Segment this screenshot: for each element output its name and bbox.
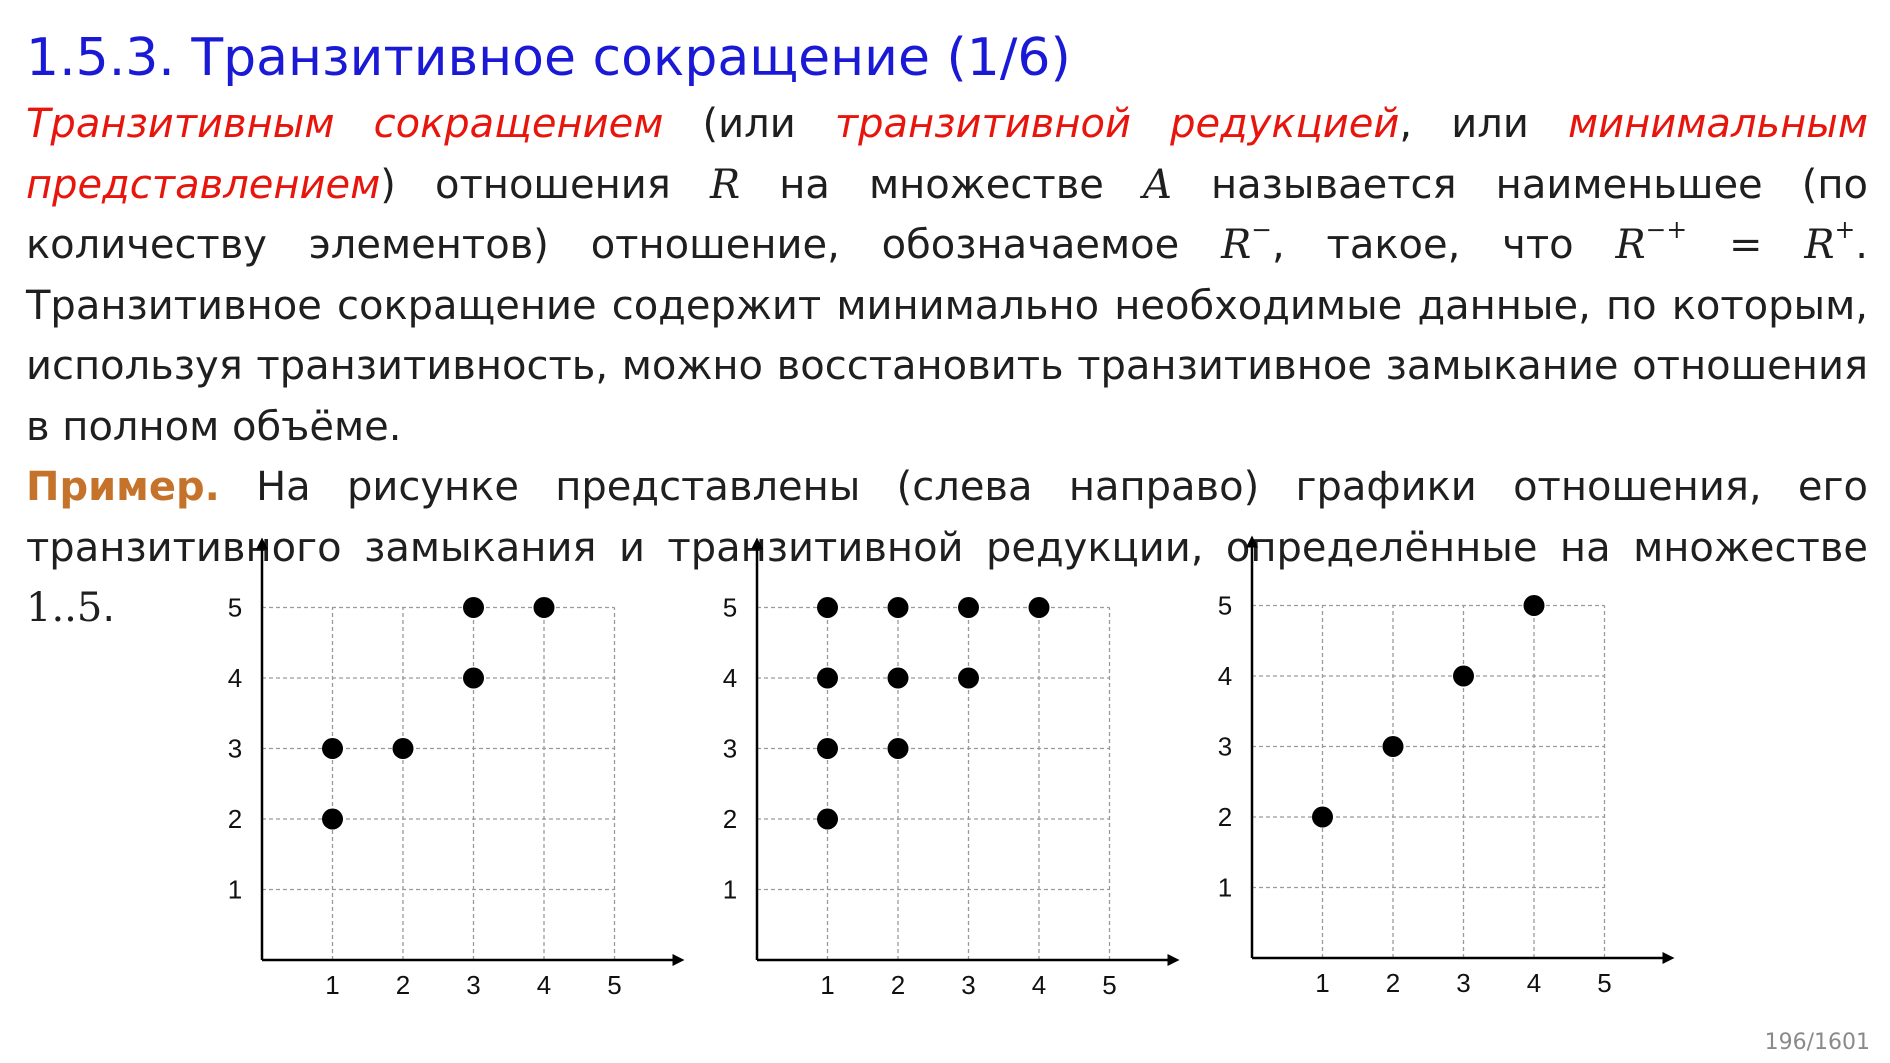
y-tick-label: 4 — [723, 663, 737, 693]
text-span: . Транзитивное сокращение содержит миним… — [26, 222, 1868, 450]
data-point — [1382, 736, 1404, 757]
text-span: на множестве — [740, 161, 1143, 208]
definition-paragraph: Транзитивным сокращением (или транзитивн… — [26, 94, 1868, 639]
data-point — [1312, 806, 1333, 828]
math-sup: − — [1251, 215, 1272, 245]
y-axis-arrow-icon — [1246, 535, 1258, 548]
y-tick-label: 1 — [228, 875, 242, 905]
data-point — [533, 597, 555, 618]
y-tick-label: 2 — [723, 804, 737, 834]
data-point — [958, 597, 979, 618]
math-base: R — [1221, 222, 1252, 268]
x-tick-label: 2 — [396, 970, 410, 1000]
x-tick-label: 3 — [961, 970, 975, 1000]
term-transitive-reduction: Транзитивным сокращением — [26, 101, 664, 147]
example-label: Пример. — [26, 464, 220, 510]
y-tick-label: 3 — [1218, 732, 1232, 762]
y-tick-label: 2 — [1218, 802, 1232, 832]
x-axis-arrow-icon — [1662, 952, 1675, 964]
text-span: , или — [1399, 101, 1568, 147]
data-point — [958, 667, 979, 689]
y-axis-arrow-icon — [751, 537, 763, 550]
math-R-minus-plus: R−+ — [1615, 217, 1687, 268]
data-point — [322, 738, 343, 759]
math-sup: −+ — [1645, 215, 1688, 245]
math-set: 1..5 — [26, 585, 103, 631]
data-point — [1453, 665, 1474, 687]
y-tick-label: 5 — [723, 593, 737, 623]
data-point — [887, 667, 909, 689]
data-point — [817, 597, 838, 618]
text-span: , такое, что — [1271, 222, 1616, 268]
y-tick-label: 5 — [1218, 591, 1232, 621]
y-tick-label: 2 — [228, 804, 242, 834]
data-point — [887, 597, 909, 618]
page-number: 196/1601 — [1764, 1030, 1870, 1055]
x-tick-label: 5 — [607, 970, 621, 1000]
slide-title: 1.5.3. Транзитивное сокращение (1/6) — [26, 28, 1071, 88]
x-tick-label: 4 — [1527, 968, 1541, 998]
data-point — [463, 667, 484, 689]
math-base: R — [1615, 222, 1646, 268]
text-span: ) отношения — [380, 161, 710, 208]
term-minimal-representation: минимальным представлением — [26, 101, 1868, 208]
math-R: R — [709, 161, 741, 208]
x-tick-label: 1 — [1315, 968, 1329, 998]
data-point — [887, 738, 909, 759]
x-tick-label: 4 — [1032, 970, 1046, 1000]
x-tick-label: 3 — [466, 970, 480, 1000]
x-tick-label: 4 — [537, 970, 551, 1000]
relation-charts: 1 2 3 4 5 1 2 3 4 5 1 2 3 4 5 1 2 3 4 5 1 2 3 4 5 1 2 3 4 5 — [228, 535, 1675, 1000]
data-point — [817, 667, 838, 689]
x-tick-label: 5 — [1597, 968, 1611, 998]
x-tick-label: 3 — [1456, 968, 1470, 998]
x-tick-label: 2 — [891, 970, 905, 1000]
math-sup: + — [1834, 215, 1856, 245]
x-axis-arrow-icon — [672, 954, 685, 966]
data-point — [817, 738, 838, 759]
x-tick-label: 1 — [820, 970, 834, 1000]
data-point — [817, 808, 838, 830]
math-A: A — [1143, 161, 1172, 208]
y-tick-label: 3 — [228, 734, 242, 764]
x-tick-label: 1 — [325, 970, 339, 1000]
term-transitive-reduction-alt: транзитивной редукцией — [834, 101, 1400, 147]
data-point — [322, 808, 343, 830]
y-tick-label: 3 — [723, 734, 737, 764]
y-tick-label: 1 — [1218, 873, 1232, 903]
y-tick-label: 4 — [228, 663, 242, 693]
x-axis-arrow-icon — [1167, 954, 1180, 966]
y-axis-arrow-icon — [256, 537, 268, 550]
math-R-minus: R− — [1221, 217, 1272, 268]
x-tick-label: 2 — [1386, 968, 1400, 998]
charts-area: 1 2 3 4 5 1 2 3 4 5 1 2 3 4 5 1 2 3 4 5 1 2 3 4 5 1 2 3 4 5 — [0, 520, 1890, 1020]
example-text: На рисунке представлены (слева направо) … — [26, 464, 1868, 571]
text-span: . — [102, 585, 116, 631]
y-tick-label: 4 — [1218, 661, 1232, 691]
math-equals: = — [1687, 222, 1805, 268]
math-base: R — [1804, 222, 1835, 268]
x-tick-label: 5 — [1102, 970, 1116, 1000]
y-tick-label: 1 — [723, 875, 737, 905]
data-point — [1523, 595, 1545, 616]
text-span: называется наименьшее (по количеству эле… — [26, 161, 1869, 269]
math-R-plus: R+ — [1804, 217, 1855, 268]
y-tick-label: 5 — [228, 593, 242, 623]
text-span: (или — [663, 101, 835, 147]
data-point — [392, 738, 414, 759]
data-point — [1028, 597, 1050, 618]
data-point — [463, 597, 484, 618]
